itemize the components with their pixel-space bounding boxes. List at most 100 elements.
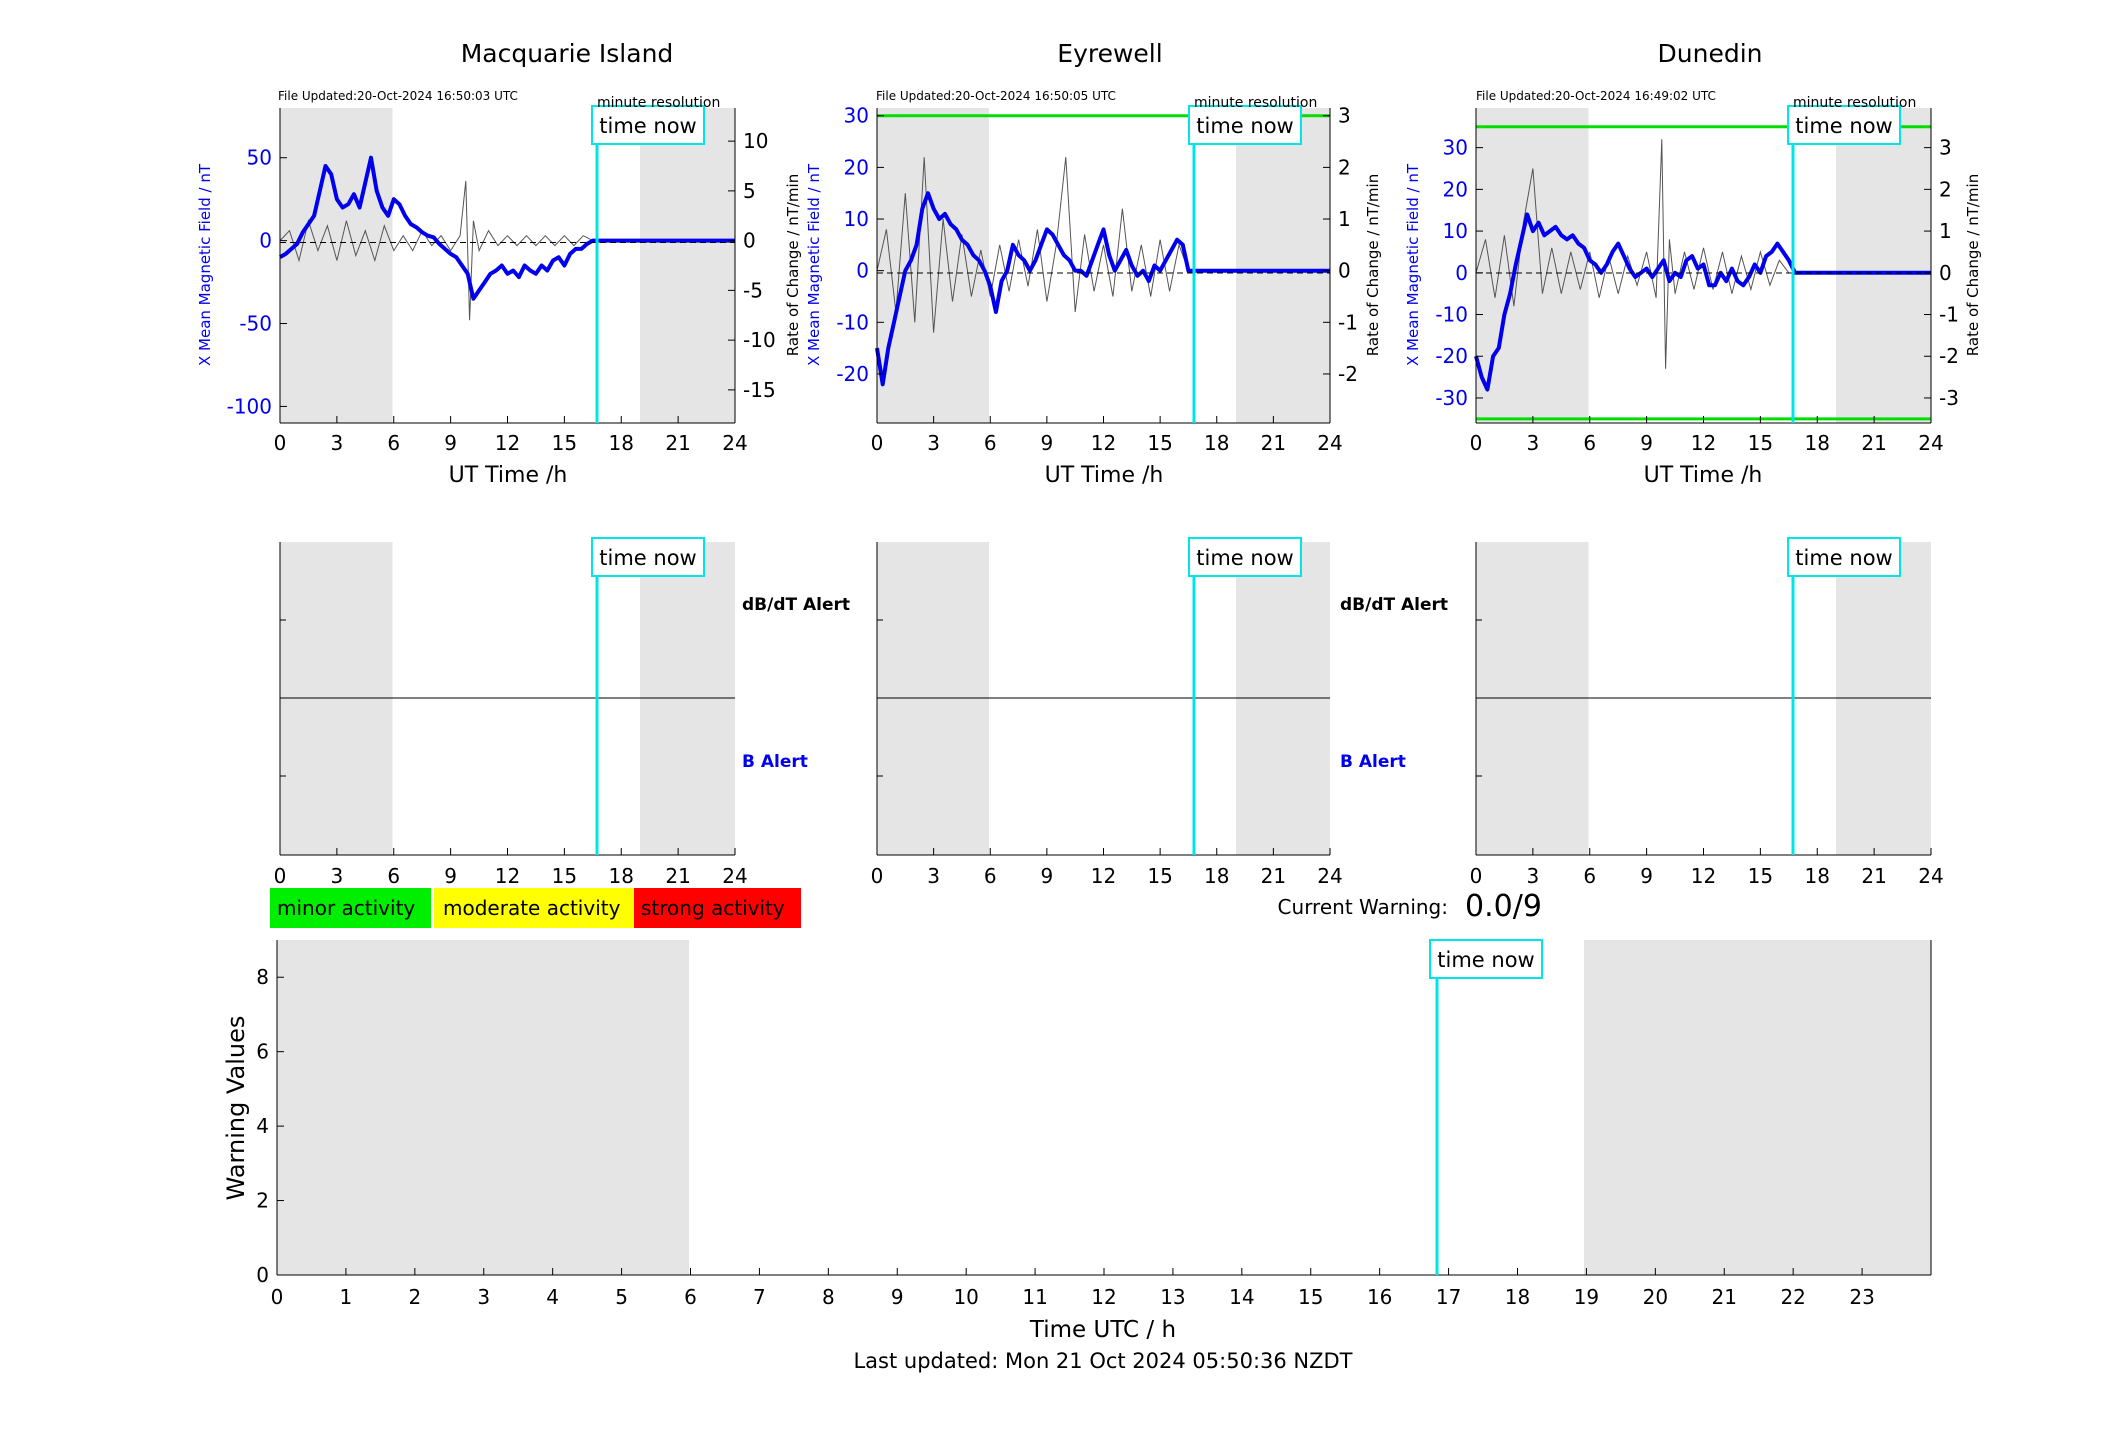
x-tick-label: 3: [331, 431, 344, 455]
alert-panel-macquarie: time now dB/dT Alert B Alert 0 3 6 9 12 15 18 2…: [274, 537, 850, 888]
x-tick-label: 9: [444, 864, 457, 888]
y-tick-label: -10: [836, 310, 869, 334]
shade-morning: [877, 108, 989, 423]
x-tick-label: 23: [1849, 1285, 1874, 1309]
x-tick-label: 6: [1583, 864, 1596, 888]
x-tick-label: 0: [871, 431, 884, 455]
y2-tick-label: 0: [743, 229, 756, 253]
x-tick-label: 24: [1918, 431, 1943, 455]
x-tick-label: 0: [871, 864, 884, 888]
activity-legend: minor activity moderate activity strong …: [270, 888, 801, 928]
y-tick-label: 0: [259, 229, 272, 253]
x-tick-label: 18: [1204, 864, 1229, 888]
x-tick-label: 0: [274, 431, 287, 455]
y-tick-label: -30: [1435, 386, 1468, 410]
y2-tick-label: 3: [1338, 104, 1351, 128]
x-tick-label: 12: [1091, 1285, 1116, 1309]
x-tick-label: 15: [1147, 864, 1172, 888]
x-tick-label: 18: [1505, 1285, 1530, 1309]
x-tick-label: 9: [1640, 431, 1653, 455]
y2-tick-label: 1: [1338, 207, 1351, 231]
time-now-box: [1787, 537, 1901, 577]
y2-tick-label: -2: [1939, 344, 1959, 368]
x-tick-label: 0: [271, 1285, 284, 1309]
time-now-label: time now: [1795, 114, 1892, 138]
y2-tick-label: 10: [743, 129, 768, 153]
x-axis-label: Time UTC / h: [1029, 1317, 1176, 1343]
y2-tick-label: 2: [1939, 177, 1952, 201]
y2-tick-label: -3: [1939, 386, 1959, 410]
x-tick-label: 3: [1527, 431, 1540, 455]
b-alert-label: B Alert: [1340, 752, 1406, 772]
shade-evening: [1836, 108, 1931, 423]
x-tick-label: 10: [953, 1285, 978, 1309]
y-tick-label: 20: [844, 155, 869, 179]
time-now-box: [1188, 537, 1302, 577]
y-tick-label: 10: [844, 207, 869, 231]
y2-tick-label: -5: [743, 278, 763, 302]
file-updated: File Updated:20-Oct-2024 16:50:05 UTC: [876, 89, 1116, 103]
time-now-label: time now: [1795, 546, 1892, 570]
y2-tick-label: -1: [1338, 310, 1358, 334]
x-tick-label: 18: [609, 431, 634, 455]
time-now-box: [591, 105, 705, 145]
x-tick-label: 18: [1204, 431, 1229, 455]
x-tick-label: 22: [1780, 1285, 1805, 1309]
x-tick-label: 15: [1748, 431, 1773, 455]
y2-tick-label: -10: [743, 328, 776, 352]
resolution-label: minute resolution: [597, 95, 720, 111]
dbdt-alert-label: dB/dT Alert: [1340, 595, 1448, 615]
x-tick-label: 21: [1261, 864, 1286, 888]
x-tick-label: 8: [822, 1285, 835, 1309]
y-tick-label: -20: [836, 362, 869, 386]
legend-strong-swatch: [634, 888, 801, 928]
x-tick-label: 24: [722, 864, 747, 888]
y2-tick-label: -15: [743, 378, 776, 402]
y-tick-label: 8: [256, 965, 269, 989]
x-tick-label: 5: [615, 1285, 628, 1309]
time-now-label: time now: [599, 546, 696, 570]
x-tick-label: 2: [408, 1285, 421, 1309]
current-warning-value: 0.0/9: [1465, 889, 1542, 924]
legend-moderate-swatch: [434, 888, 634, 928]
y-tick-label: 30: [1443, 136, 1468, 160]
y-axis-right-label: Rate of Change / nT/min: [1964, 174, 1982, 356]
y2-tick-label: 2: [1338, 155, 1351, 179]
x-tick-label: 18: [1805, 864, 1830, 888]
rate-of-change-line: [279, 180, 594, 321]
x-tick-label: 0: [1470, 864, 1483, 888]
x-tick-label: 9: [1640, 864, 1653, 888]
x-tick-label: 21: [665, 431, 690, 455]
y-axis-left-label: X Mean Magnetic Field / nT: [1404, 163, 1422, 366]
x-tick-label: 21: [1261, 431, 1286, 455]
x-tick-label: 15: [1147, 431, 1172, 455]
y-tick-label: 20: [1443, 177, 1468, 201]
warning-chart: time now 0 1 2 3 4 5 6 7 8 9 10 11 12 13 14 15 16 17 18 19 2…: [222, 939, 1932, 1343]
x-tick-label: 3: [927, 864, 940, 888]
time-now-label: time now: [599, 114, 696, 138]
x-axis-label: UT Time /h: [1045, 463, 1164, 488]
y2-tick-label: -2: [1338, 362, 1358, 386]
x-tick-label: 15: [1748, 864, 1773, 888]
x-tick-label: 17: [1436, 1285, 1461, 1309]
y-tick-label: -20: [1435, 344, 1468, 368]
y-tick-label: -10: [1435, 303, 1468, 327]
x-tick-label: 24: [1317, 431, 1342, 455]
y2-tick-label: 0: [1939, 261, 1952, 285]
x-tick-label: 9: [1041, 431, 1054, 455]
y-axis-left-label: X Mean Magnetic Field / nT: [196, 163, 214, 366]
legend-minor-swatch: [270, 888, 431, 928]
x-tick-label: 9: [891, 1285, 904, 1309]
x-tick-label: 0: [1470, 431, 1483, 455]
x-tick-label: 12: [1691, 431, 1716, 455]
x-tick-label: 24: [1918, 864, 1943, 888]
y-tick-label: 0: [1455, 261, 1468, 285]
x-tick-label: 6: [387, 864, 400, 888]
time-now-box: [1429, 939, 1543, 979]
alert-panel-dunedin: time now 0 3 6 9 12 15 18 21 24: [1470, 537, 1944, 888]
y2-tick-label: 5: [743, 179, 756, 203]
x-tick-label: 6: [984, 864, 997, 888]
current-warning-label: Current Warning:: [1278, 895, 1448, 919]
